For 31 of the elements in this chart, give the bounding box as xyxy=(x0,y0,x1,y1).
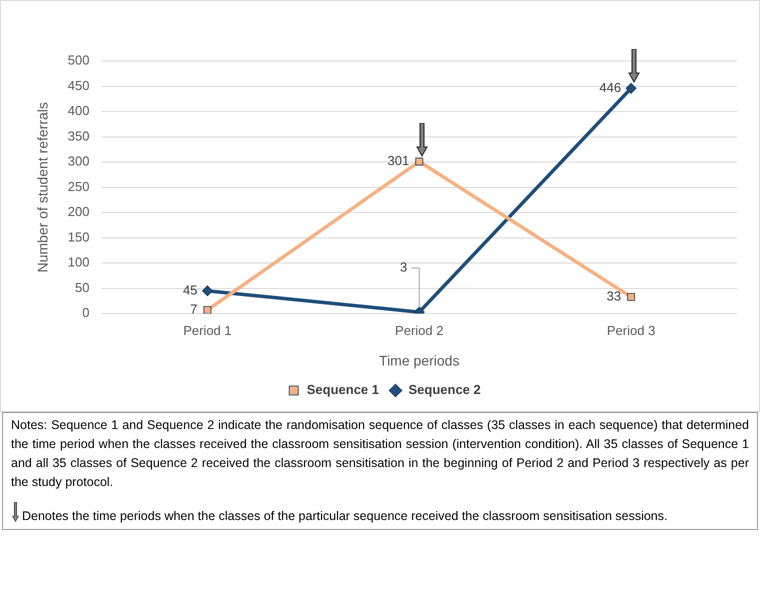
data-label: 3 xyxy=(400,260,408,275)
data-label: 45 xyxy=(182,282,198,298)
point xyxy=(415,158,424,166)
x-tick-label: Period 1 xyxy=(183,322,232,338)
point xyxy=(203,306,212,314)
point xyxy=(626,82,636,94)
y-axis-title: Number of student referrals xyxy=(34,102,50,273)
data-label: 301 xyxy=(388,153,410,168)
data-label: 446 xyxy=(599,80,622,95)
text: Notes: Sequence 1 and Sequence 2 indicate the randomisation sequence of classes (35 classes in each sequence) that determined the time period when the classes received the classroom sensitisation session (intervention condition). All 35 classes of Sequence 1 and all 35 classes of Sequence 2 received the classroom sensitisation in the beginning of Period 2 and Period 3 respectively as per the study protocol. xyxy=(11,417,749,491)
legend-label: Sequence 1 xyxy=(306,382,380,398)
data-label: 33 xyxy=(606,288,622,304)
y-tick-label: 50 xyxy=(75,280,90,295)
y-tick-label: 0 xyxy=(82,305,90,320)
y-tick-label: 200 xyxy=(68,204,90,220)
x-axis-title: Time periods xyxy=(379,352,460,368)
x-tick-label: Period 2 xyxy=(395,322,444,338)
point xyxy=(627,292,636,301)
y-tick-label: 100 xyxy=(68,254,90,270)
text: Denotes the time periods when the classes of the particular sequence received the classroom sensitisation sessions. xyxy=(21,508,668,525)
y-tick-label: 150 xyxy=(68,229,90,244)
data-label: 7 xyxy=(190,302,198,317)
point xyxy=(202,285,213,296)
y-tick-label: 450 xyxy=(68,78,90,93)
legend-label: Sequence 2 xyxy=(408,382,481,398)
y-tick-label: 500 xyxy=(68,52,90,68)
y-tick-label: 300 xyxy=(68,154,90,169)
y-tick-label: 250 xyxy=(68,178,90,194)
y-tick-label: 400 xyxy=(68,103,90,118)
x-tick-label: Period 3 xyxy=(606,322,656,338)
y-tick-label: 350 xyxy=(68,128,90,144)
